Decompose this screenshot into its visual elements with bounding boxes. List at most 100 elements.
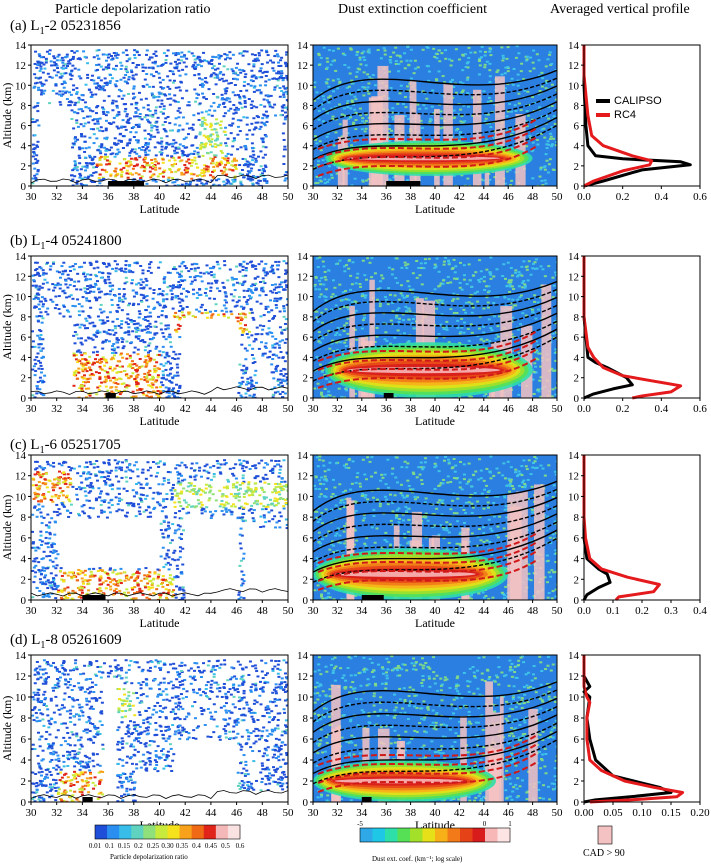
ext-speck bbox=[362, 316, 366, 319]
ext-speck bbox=[519, 70, 523, 73]
depol-pixel bbox=[127, 58, 131, 61]
depol-pixel bbox=[170, 296, 174, 299]
ext-speck bbox=[406, 280, 410, 283]
depol-pixel bbox=[83, 275, 87, 278]
depol-pixel bbox=[86, 336, 90, 339]
depol-pixel bbox=[112, 333, 116, 336]
depol-pixel bbox=[243, 50, 247, 53]
ext-speck bbox=[462, 331, 466, 334]
depol-pixel bbox=[220, 77, 224, 80]
depol-pixel bbox=[211, 170, 215, 173]
depol-pixel bbox=[232, 158, 236, 161]
depol-pixel bbox=[120, 337, 124, 340]
depol-pixel bbox=[120, 323, 124, 326]
ext-speck bbox=[407, 285, 411, 288]
depol-pixel bbox=[263, 70, 267, 73]
depol-pixel bbox=[239, 394, 243, 397]
depol-pixel bbox=[263, 179, 267, 182]
depol-pixel bbox=[219, 150, 223, 153]
depol-pixel bbox=[242, 372, 246, 375]
depol-pixel bbox=[263, 133, 267, 136]
ext-speck bbox=[549, 135, 553, 138]
depol-pixel bbox=[105, 292, 109, 295]
depol-pixel bbox=[128, 138, 132, 141]
depol-pixel bbox=[281, 396, 285, 398]
ext-speck bbox=[540, 179, 544, 182]
depol-pixel bbox=[225, 97, 229, 100]
depol-pixel bbox=[209, 133, 213, 136]
depol-pixel bbox=[148, 114, 152, 117]
depol-pixel bbox=[114, 267, 118, 270]
depol-pixel bbox=[236, 320, 240, 323]
ext-speck bbox=[318, 295, 322, 298]
ext-speck bbox=[467, 301, 471, 304]
depol-pixel bbox=[116, 303, 120, 306]
depol-pixel bbox=[99, 179, 103, 182]
depol-pixel bbox=[250, 354, 254, 357]
y-tick-label: 6 bbox=[303, 121, 309, 133]
ext-speck bbox=[367, 48, 371, 51]
ext-speck bbox=[519, 109, 523, 112]
ext-speck bbox=[379, 57, 383, 60]
depol-pixel bbox=[213, 184, 217, 186]
depol-pixel bbox=[239, 180, 243, 183]
depol-pixel bbox=[216, 263, 220, 266]
depol-pixel bbox=[183, 264, 187, 267]
ext-speck bbox=[417, 266, 421, 269]
depol-pixel bbox=[247, 161, 251, 164]
depol-pixel bbox=[96, 329, 100, 332]
depol-pixel bbox=[64, 72, 68, 75]
depol-pixel bbox=[177, 129, 181, 132]
depol-pixel bbox=[254, 76, 258, 79]
ext-speck bbox=[397, 63, 401, 66]
depol-pixel bbox=[182, 315, 186, 318]
ext-speck bbox=[349, 288, 353, 291]
depol-pixel bbox=[178, 124, 182, 127]
depol-pixel bbox=[78, 387, 82, 390]
depol-pixel bbox=[48, 268, 52, 271]
depol-pixel bbox=[31, 340, 35, 343]
depol-pixel bbox=[114, 351, 118, 354]
depol-pixel bbox=[255, 106, 259, 109]
ext-speck bbox=[319, 283, 323, 286]
depol-pixel bbox=[175, 363, 179, 366]
ext-speck bbox=[487, 396, 491, 398]
depol-pixel bbox=[135, 292, 139, 295]
depol-pixel bbox=[194, 135, 198, 138]
depol-pixel bbox=[279, 59, 283, 62]
depol-pixel bbox=[268, 350, 272, 353]
depol-pixel bbox=[215, 161, 219, 164]
depol-pixel bbox=[252, 105, 256, 108]
depol-pixel bbox=[163, 356, 167, 359]
depol-pixel bbox=[215, 138, 219, 141]
depol-pixel bbox=[174, 328, 178, 331]
depol-pixel bbox=[248, 394, 252, 397]
depol-pixel bbox=[144, 345, 148, 348]
depol-pixel bbox=[209, 157, 213, 160]
ext-speck bbox=[555, 89, 557, 92]
y-tick-label: 0 bbox=[21, 393, 27, 405]
model-dust-contour bbox=[317, 127, 538, 159]
depol-pixel bbox=[252, 153, 256, 156]
depol-pixel bbox=[263, 282, 267, 285]
depol-pixel bbox=[161, 332, 165, 335]
ext-speck bbox=[535, 53, 539, 56]
depol-pixel bbox=[33, 147, 37, 150]
ext-speck bbox=[438, 60, 442, 63]
depol-pixel bbox=[154, 380, 158, 383]
depol-pixel bbox=[88, 156, 92, 159]
depol-pixel bbox=[117, 306, 121, 309]
depol-pixel bbox=[140, 365, 144, 368]
depol-pixel bbox=[286, 53, 288, 56]
depol-pixel bbox=[273, 55, 277, 58]
ext-speck bbox=[387, 266, 391, 269]
depol-pixel bbox=[282, 260, 286, 263]
depol-pixel bbox=[55, 59, 59, 62]
ext-speck bbox=[334, 334, 338, 337]
depol-pixel bbox=[80, 343, 84, 346]
depol-pixel bbox=[77, 75, 81, 78]
depol-pixel bbox=[176, 357, 180, 360]
depol-pixel bbox=[238, 263, 242, 266]
depol-pixel bbox=[272, 377, 276, 380]
depol-pixel bbox=[254, 127, 258, 130]
